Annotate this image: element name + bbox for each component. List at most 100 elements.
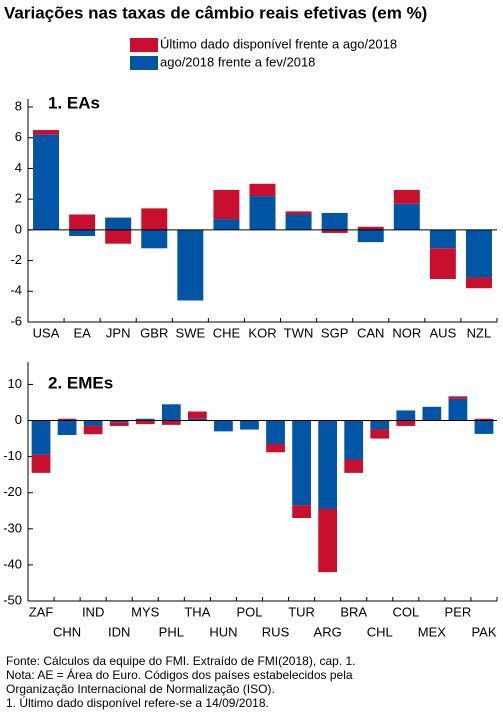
x-tick-label: SWE [176, 325, 206, 340]
note: Organização Internacional de Normalizaçã… [6, 682, 275, 696]
x-tick-label: CHN [53, 624, 81, 639]
bar [393, 203, 420, 230]
x-tick-label: ZAF [29, 604, 54, 619]
bar [135, 418, 155, 421]
chart-title: Variações nas taxas de câmbio reais efet… [4, 3, 427, 22]
x-tick-label: ARG [314, 624, 342, 639]
bar [31, 454, 51, 473]
x-tick-label: CAN [357, 325, 384, 340]
bar [448, 398, 468, 421]
y-tick-label: -10 [3, 448, 22, 463]
x-tick-label: SGP [321, 325, 348, 340]
bar [83, 425, 103, 435]
y-tick-label: -40 [3, 556, 22, 571]
bar [141, 229, 168, 249]
bar [318, 420, 338, 509]
bar [83, 420, 103, 426]
bar [318, 508, 338, 573]
bar [266, 443, 285, 453]
bar [33, 130, 60, 135]
bar [109, 422, 129, 426]
bar [285, 214, 312, 230]
bar [161, 420, 181, 425]
bar [105, 217, 132, 230]
x-tick-label: MEX [418, 624, 447, 639]
x-tick-label: AUS [430, 325, 457, 340]
x-tick-label: USA [33, 325, 60, 340]
y-tick-label: 0 [15, 221, 22, 236]
panel-title: 1. EAs [48, 93, 100, 112]
legend-swatch [130, 56, 158, 70]
x-tick-label: CHE [213, 325, 241, 340]
x-tick-label: COL [392, 604, 419, 619]
bar [266, 420, 285, 444]
panel-title: 2. EMEs [48, 373, 113, 392]
bar [422, 406, 442, 421]
bar [33, 134, 60, 230]
bar [187, 411, 207, 419]
note: Fonte: Cálculos da equipe do FMI. Extraí… [6, 654, 356, 668]
bar [187, 418, 207, 421]
bar [31, 420, 51, 455]
legend-swatch [130, 38, 158, 52]
x-tick-label: JPN [106, 325, 131, 340]
note: 1. Último dado disponível refere-se a 14… [6, 695, 269, 710]
y-tick-label: 4 [15, 160, 22, 175]
x-tick-label: POL [236, 604, 262, 619]
bar [474, 418, 494, 421]
x-tick-label: NZL [467, 325, 492, 340]
x-tick-label: MYS [131, 604, 160, 619]
bar [465, 229, 492, 278]
bar [249, 196, 276, 230]
x-tick-label: NOR [392, 325, 421, 340]
bar [396, 420, 416, 426]
x-tick-label: BRA [340, 604, 367, 619]
bar [370, 429, 390, 439]
legend-label: ago/2018 frente a fev/2018 [160, 54, 315, 69]
bar [465, 277, 492, 289]
x-tick-label: PER [445, 604, 472, 619]
y-tick-label: 8 [15, 98, 22, 113]
bar [57, 418, 77, 421]
x-tick-label: PHL [159, 624, 184, 639]
bar [141, 208, 168, 230]
bar [370, 420, 390, 430]
x-tick-label: CHL [367, 624, 393, 639]
bar [177, 229, 204, 301]
bar [474, 420, 494, 434]
x-tick-label: IND [82, 604, 104, 619]
bar [240, 420, 259, 430]
y-tick-label: 10 [8, 376, 22, 391]
x-tick-label: TWN [284, 325, 314, 340]
x-tick-label: RUS [262, 624, 290, 639]
bar [292, 505, 311, 518]
note: Nota: AE = Área do Euro. Códigos dos paí… [6, 667, 353, 682]
y-tick-label: -50 [3, 592, 22, 607]
bar [69, 229, 96, 236]
legend-label: Último dado disponível frente a ago/2018 [160, 36, 397, 51]
x-tick-label: THA [184, 604, 210, 619]
x-tick-label: KOR [248, 325, 276, 340]
x-tick-label: TUR [288, 604, 315, 619]
y-tick-label: -4 [10, 283, 22, 298]
bar [285, 211, 312, 215]
bar [161, 404, 181, 421]
y-tick-label: -2 [10, 252, 22, 267]
x-tick-label: PAK [471, 624, 496, 639]
bar [105, 229, 132, 244]
x-tick-label: HUN [209, 624, 237, 639]
bar [213, 219, 240, 230]
y-tick-label: 6 [15, 129, 22, 144]
bar [109, 420, 129, 423]
bar [213, 189, 240, 220]
bar [321, 229, 348, 233]
y-tick-label: -30 [3, 520, 22, 535]
y-tick-label: -20 [3, 484, 22, 499]
y-tick-label: -6 [10, 313, 22, 328]
bar [214, 420, 233, 432]
bar [396, 410, 416, 421]
bar [357, 226, 384, 230]
bar [69, 214, 96, 230]
